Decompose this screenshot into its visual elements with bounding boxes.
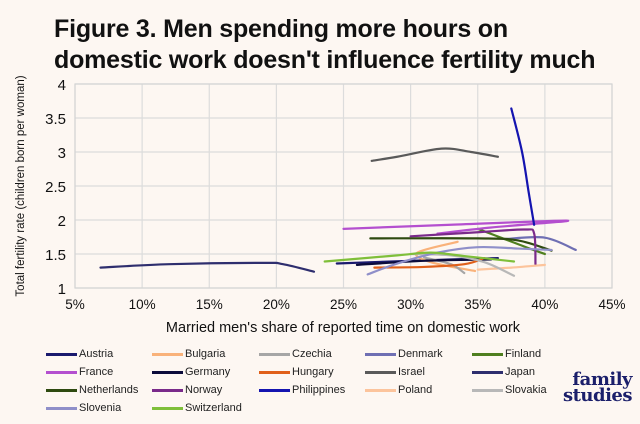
legend-label: Netherlands <box>79 384 139 396</box>
series-line-japan <box>99 261 316 273</box>
brand-logo: family studies <box>556 369 633 406</box>
legend-swatch <box>365 388 396 392</box>
legend-item-denmark: Denmark <box>365 346 443 362</box>
legend-swatch <box>472 352 503 356</box>
y-tick-label: 3.5 <box>45 111 66 128</box>
legend-item-japan: Japan <box>472 364 535 380</box>
brand-line-2: studies <box>562 385 633 406</box>
x-tick-labels: 5% 10% 15% 20% 25% 30% 35% 40% 45% <box>65 297 625 312</box>
legend-swatch <box>259 370 290 374</box>
legend-label: Germany <box>185 366 231 378</box>
legend-item-netherlands: Netherlands <box>46 382 138 398</box>
legend-swatch <box>46 388 77 392</box>
y-tick-label: 1 <box>58 281 66 298</box>
legend-label: Norway <box>185 384 223 396</box>
series-line-slovenia <box>366 245 553 276</box>
x-tick-label: 30% <box>397 297 424 312</box>
y-tick-labels: 1 1.5 2 2.5 3 3.5 4 <box>45 77 66 298</box>
legend-label: Bulgaria <box>185 348 226 360</box>
legend-item-norway: Norway <box>152 382 222 398</box>
legend-item-israel: Israel <box>365 364 425 380</box>
legend-label: Czechia <box>292 348 332 360</box>
x-tick-label: 20% <box>263 297 290 312</box>
series-line-israel <box>370 147 499 162</box>
y-tick-label: 2 <box>58 213 66 230</box>
legend-swatch <box>472 370 503 374</box>
legend-label: Hungary <box>292 366 334 378</box>
x-tick-label: 25% <box>330 297 357 312</box>
series-line-finland <box>476 227 546 256</box>
legend-label: Slovenia <box>79 402 122 414</box>
legend-swatch <box>152 370 183 374</box>
legend-item-switzerland: Switzerland <box>152 400 242 416</box>
legend-swatch <box>152 388 183 392</box>
series-line-poland <box>476 263 546 271</box>
legend-label: Slovakia <box>505 384 547 396</box>
chart-title: Figure 3. Men spending more hours on dom… <box>54 15 596 74</box>
x-tick-label: 35% <box>464 297 491 312</box>
legend-swatch <box>46 352 77 356</box>
plot-border <box>74 83 613 289</box>
legend-item-slovakia: Slovakia <box>472 382 547 398</box>
grid-lines <box>74 83 613 289</box>
legend-label: Denmark <box>398 348 443 360</box>
y-axis-label: Total fertility rate (children born per … <box>15 75 27 296</box>
series-line-denmark <box>503 235 577 252</box>
legend-swatch <box>365 352 396 356</box>
legend-swatch <box>152 406 183 410</box>
legend-swatch <box>152 352 183 356</box>
legend-item-bulgaria: Bulgaria <box>152 346 225 362</box>
series-line-france <box>342 219 569 235</box>
legend-label: Poland <box>398 384 433 396</box>
legend-swatch <box>259 352 290 356</box>
legend-item-slovenia: Slovenia <box>46 400 121 416</box>
legend-label: France <box>79 366 114 378</box>
legend-label: Israel <box>398 366 425 378</box>
x-tick-label: 10% <box>129 297 156 312</box>
x-tick-label: 15% <box>196 297 223 312</box>
x-axis-label: Married men's share of reported time on … <box>166 320 521 336</box>
y-tick-label: 3 <box>58 145 66 162</box>
legend-item-hungary: Hungary <box>259 364 334 380</box>
series-line-philippines <box>510 107 536 226</box>
legend-label: Japan <box>505 366 535 378</box>
legend-label: Switzerland <box>185 402 242 414</box>
legend-swatch <box>259 388 290 392</box>
legend-item-austria: Austria <box>46 346 113 362</box>
legend-label: Finland <box>505 348 542 360</box>
x-tick-label: 5% <box>65 297 85 312</box>
legend-item-philippines: Philippines <box>259 382 345 398</box>
legend-swatch <box>46 406 77 410</box>
legend-label: Austria <box>79 348 114 360</box>
x-tick-label: 45% <box>598 297 625 312</box>
series-line-switzerland <box>323 251 516 263</box>
y-tick-label: 1.5 <box>45 247 66 264</box>
legend-swatch <box>46 370 77 374</box>
legend-item-finland: Finland <box>472 346 541 362</box>
y-tick-label: 4 <box>58 77 66 94</box>
series-lines <box>99 107 577 277</box>
legend-item-germany: Germany <box>152 364 230 380</box>
brand-line-1: family <box>572 369 632 390</box>
series-line-norway <box>409 228 537 266</box>
x-tick-label: 40% <box>531 297 558 312</box>
legend-swatch <box>472 388 503 392</box>
series-line-czechia <box>422 256 466 275</box>
legend-label: Philippines <box>292 384 346 396</box>
legend-item-france: France <box>46 364 113 380</box>
y-tick-label: 2.5 <box>45 179 66 196</box>
legend-item-poland: Poland <box>365 382 432 398</box>
legend-item-czechia: Czechia <box>259 346 332 362</box>
legend-swatch <box>365 370 396 374</box>
